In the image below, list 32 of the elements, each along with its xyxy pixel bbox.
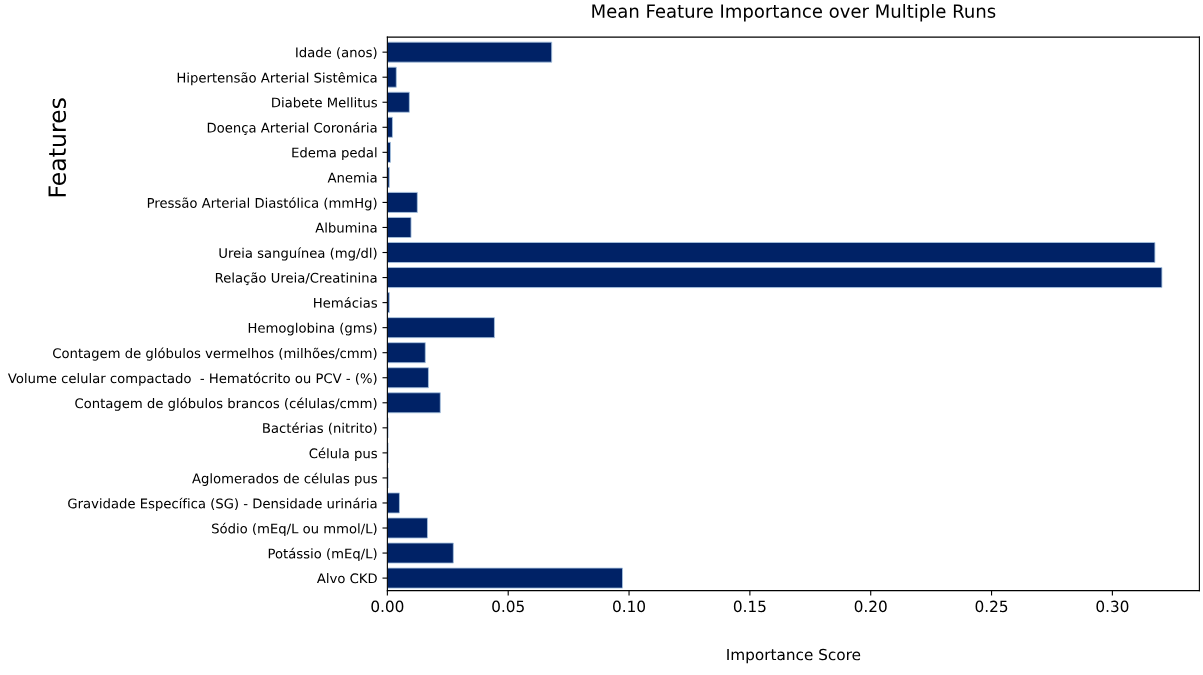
- y-tick-label: Edema pedal: [292, 147, 377, 161]
- y-tick-label: Gravidade Específica (SG) - Densidade urinária: [68, 497, 377, 511]
- x-axis-title: Importance Score: [727, 648, 861, 664]
- y-tick-label: Sódio (mEq/L ou mmol/L): [212, 522, 377, 537]
- y-axis-title: Features: [48, 98, 67, 197]
- y-tick-label: Célula pus: [309, 447, 377, 461]
- y-tick-label: Hemácias: [314, 297, 377, 308]
- y-tick-label: Ureia sanguínea (mg/dl): [219, 247, 377, 261]
- x-tick-label: 0.20: [854, 600, 887, 613]
- x-tick-label: 0.25: [975, 600, 1008, 613]
- y-tick-label: Hemoglobina (gms): [248, 322, 377, 336]
- x-tick-label: 0.30: [1096, 600, 1129, 613]
- y-tick-label: Contagem de glóbulos vermelhos (milhões/cmm): [53, 347, 377, 361]
- y-tick-label: Albumina: [315, 222, 377, 233]
- y-tick-label: Pressão Arterial Diastólica (mmHg): [147, 197, 377, 211]
- y-tick-label: Volume celular compactado - Hematócrito ou PCV - (%): [7, 372, 377, 386]
- y-tick-label: Contagem de glóbulos brancos (células/cmm): [75, 397, 377, 411]
- y-tick-label: Aglomerados de células pus: [192, 472, 377, 486]
- y-tick-label: Anemia: [327, 172, 377, 183]
- y-tick-label: Diabete Mellitus: [272, 97, 377, 108]
- chart-title: Mean Feature Importance over Multiple Runs: [592, 3, 996, 22]
- y-tick-label: Alvo CKD: [316, 573, 377, 584]
- y-tick-label: Idade (anos): [296, 47, 377, 59]
- y-tick-label: Relação Ureia/Creatinina: [215, 272, 377, 286]
- y-tick-label: Bactérias (nitrito): [263, 422, 377, 435]
- x-tick-label: 0.15: [733, 600, 766, 613]
- x-tick-label: 0.10: [613, 600, 646, 613]
- x-tick-label: 0.00: [371, 600, 404, 613]
- y-tick-label: Doença Arterial Coronária: [207, 121, 377, 136]
- y-tick-label: Potássio (mEq/L): [268, 547, 377, 562]
- y-tick-label: Hipertensão Arterial Sistêmica: [177, 71, 377, 86]
- x-tick-label: 0.05: [492, 600, 524, 613]
